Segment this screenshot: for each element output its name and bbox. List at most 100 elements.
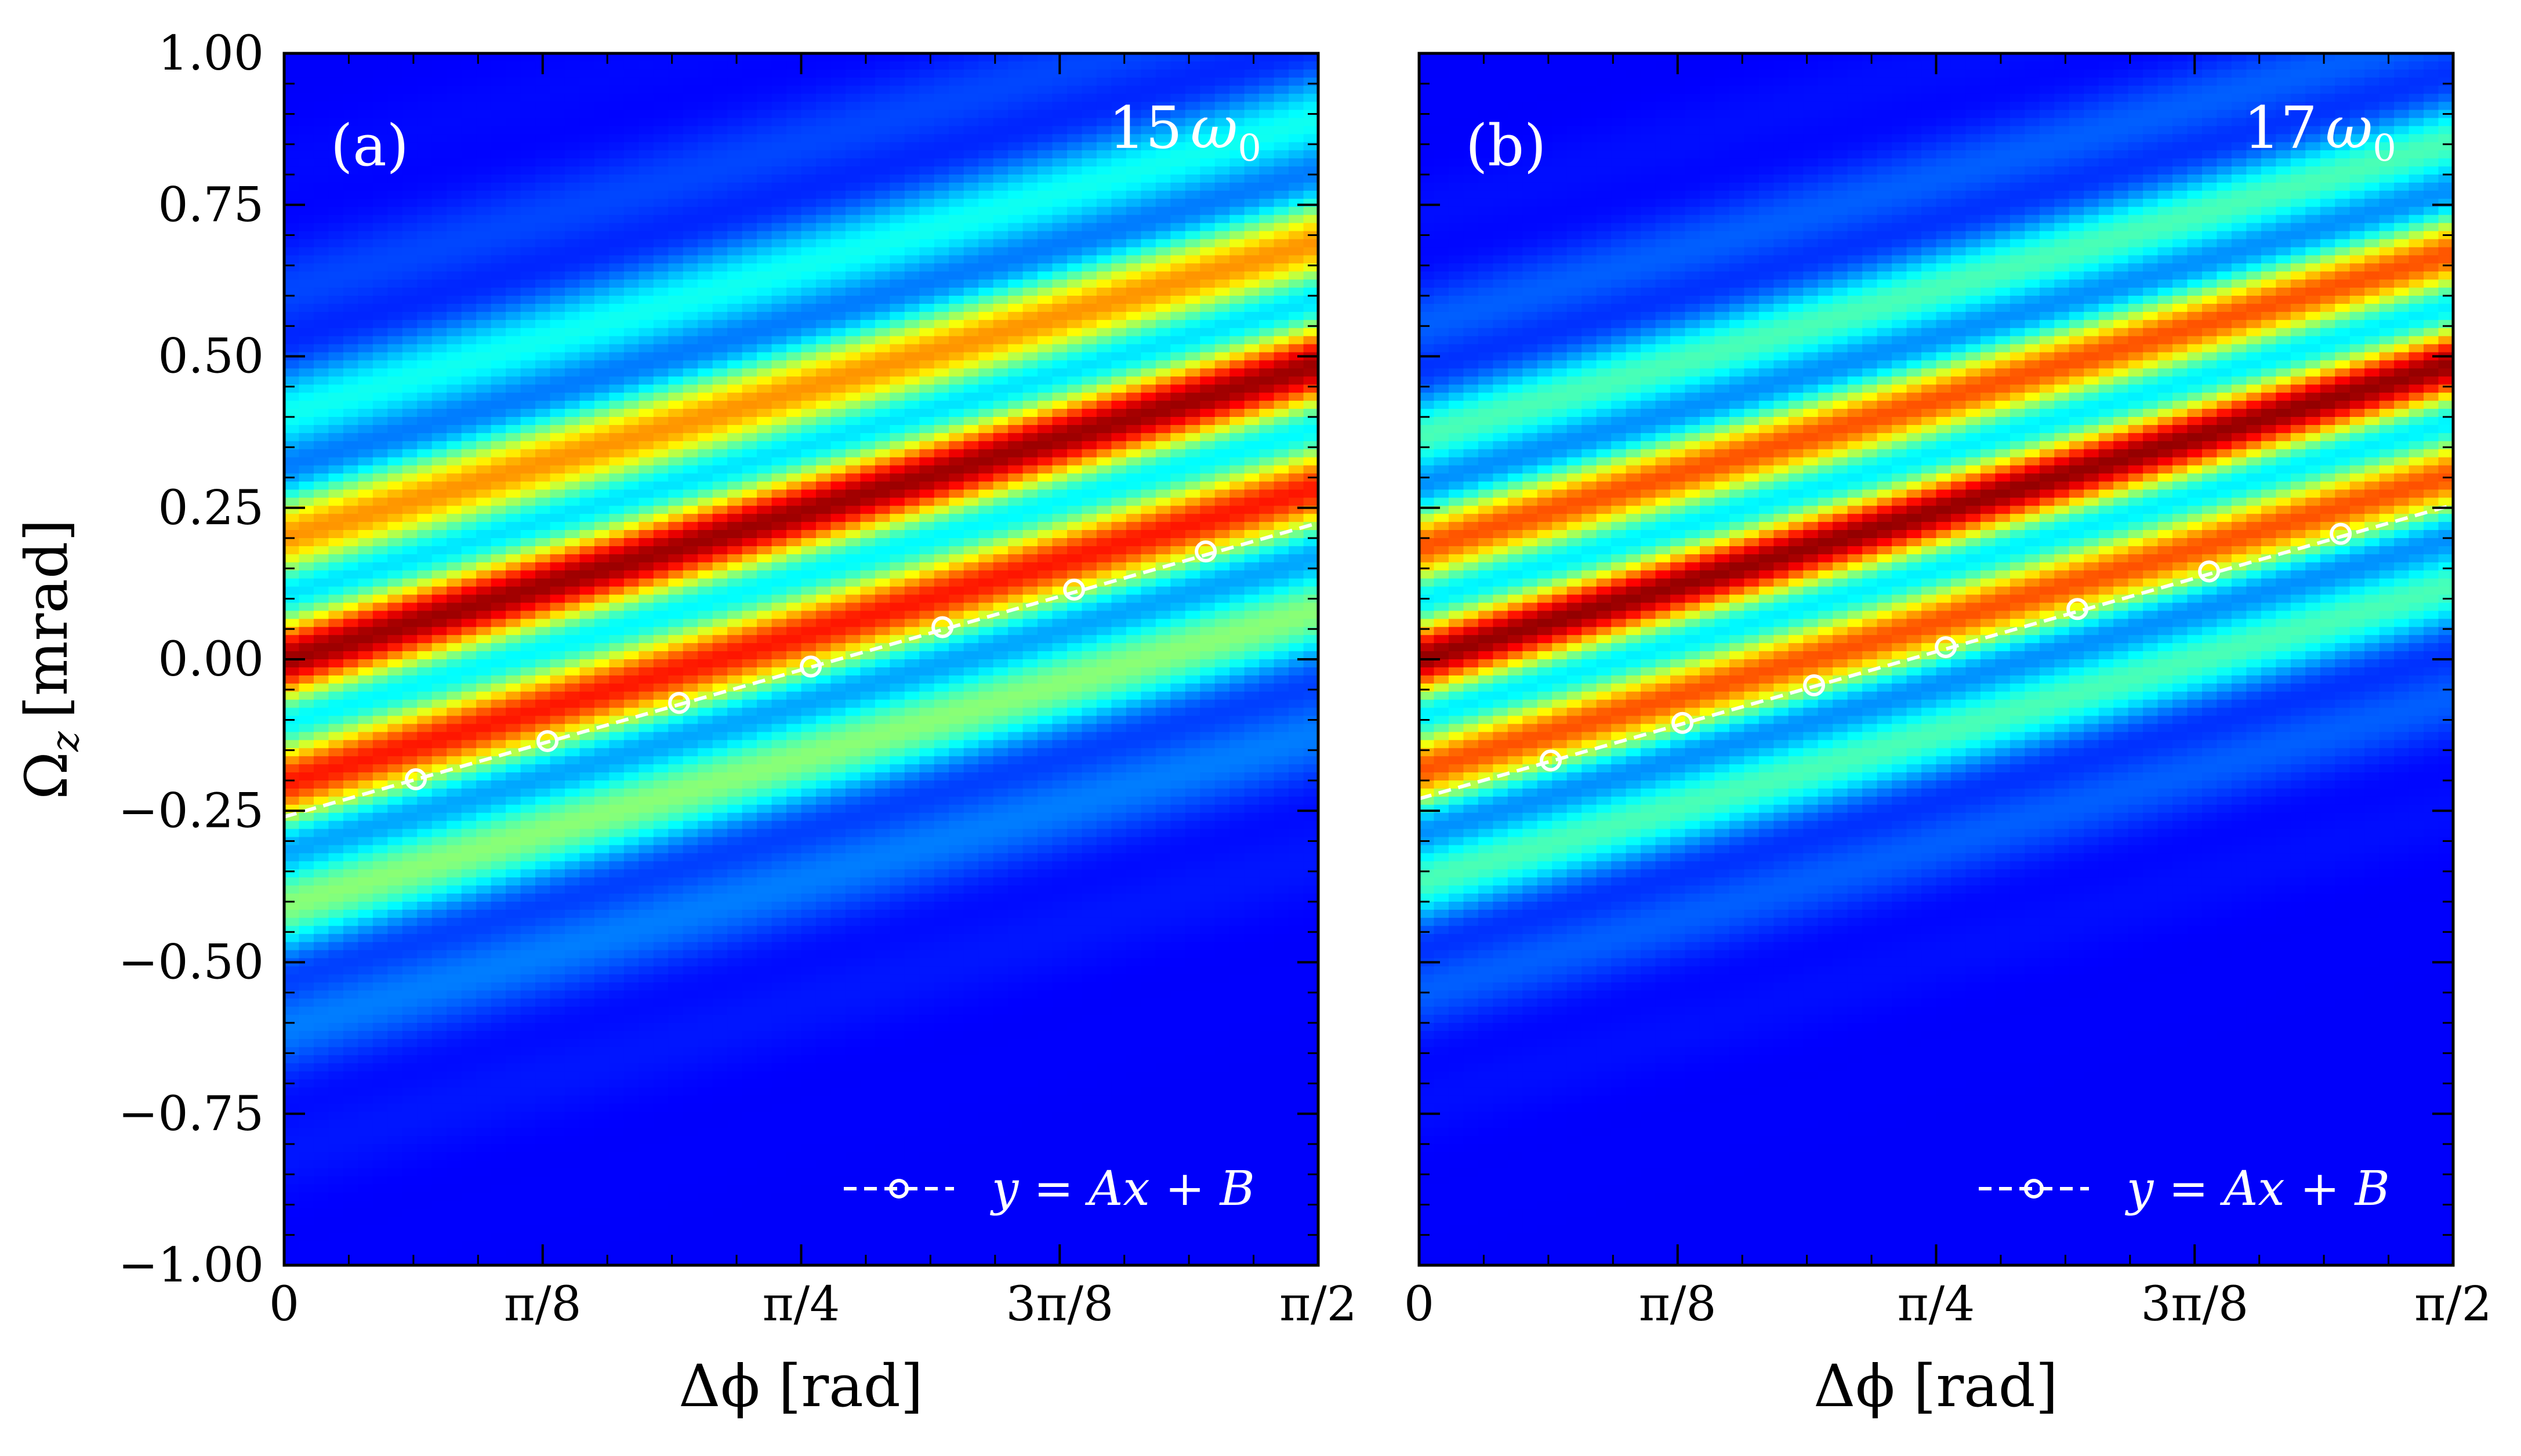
heatmap-cell <box>313 271 329 280</box>
heatmap-cell <box>328 1225 344 1234</box>
heatmap-cell <box>476 1257 492 1265</box>
heatmap-cell <box>727 1208 743 1218</box>
heatmap-cell <box>594 998 610 1007</box>
heatmap-cell <box>535 885 551 894</box>
heatmap-cell <box>520 303 536 313</box>
heatmap-cell <box>623 1192 640 1201</box>
heatmap-cell <box>727 804 743 814</box>
heatmap-cell <box>550 724 565 733</box>
heatmap-cell <box>712 740 728 749</box>
heatmap-cell <box>358 223 373 232</box>
heatmap-cell <box>742 1079 757 1088</box>
heatmap-cell <box>609 303 625 313</box>
heatmap-cell <box>461 489 477 499</box>
heatmap-cell <box>506 724 521 733</box>
heatmap-cell <box>476 667 492 676</box>
heatmap-cell <box>520 288 536 296</box>
heatmap-cell <box>431 1087 447 1096</box>
heatmap-cell <box>431 902 447 910</box>
heatmap-cell <box>447 77 462 86</box>
heatmap-cell <box>402 748 418 757</box>
heatmap-cell <box>520 175 536 183</box>
heatmap-cell <box>668 812 684 822</box>
heatmap-cell <box>343 990 359 999</box>
heatmap-cell <box>417 820 433 830</box>
heatmap-cell <box>594 716 610 725</box>
heatmap-cell <box>417 740 433 749</box>
heatmap-cell <box>668 716 684 725</box>
heatmap-cell <box>402 1136 418 1145</box>
heatmap-cell <box>742 788 757 797</box>
heatmap-cell <box>727 352 743 361</box>
heatmap-cell <box>358 175 373 183</box>
heatmap-cell <box>639 578 654 587</box>
heatmap-cell <box>564 974 581 983</box>
heatmap-cell <box>727 465 743 474</box>
heatmap-cell <box>712 190 728 199</box>
heatmap-cell <box>683 433 698 442</box>
heatmap-cell <box>417 368 433 377</box>
heatmap-cell <box>564 804 581 814</box>
heatmap-cell <box>535 489 551 499</box>
heatmap-cell <box>461 554 477 563</box>
heatmap-cell <box>639 627 654 636</box>
heatmap-cell <box>653 498 669 507</box>
heatmap-cell <box>506 643 521 652</box>
heatmap-cell <box>757 619 772 628</box>
heatmap-cell <box>476 522 492 531</box>
heatmap-cell <box>757 917 772 927</box>
heatmap-cell <box>520 788 536 797</box>
heatmap-cell <box>653 651 669 660</box>
heatmap-cell <box>284 1015 300 1023</box>
heatmap-cell <box>639 182 654 191</box>
heatmap-cell <box>284 1217 300 1226</box>
heatmap-cell <box>623 368 640 377</box>
heatmap-cell <box>387 134 403 143</box>
heatmap-cell <box>623 158 640 167</box>
heatmap-cell <box>653 150 669 159</box>
heatmap-cell <box>668 303 684 313</box>
heatmap-cell <box>623 1103 640 1113</box>
heatmap-cell <box>668 974 684 983</box>
heatmap-cell <box>742 328 757 337</box>
heatmap-cell <box>564 530 581 539</box>
heatmap-cell <box>698 1152 713 1161</box>
heatmap-cell <box>683 473 698 482</box>
heatmap-cell <box>609 175 625 183</box>
heatmap-cell <box>284 1030 300 1040</box>
heatmap-cell <box>579 190 595 199</box>
heatmap-cell <box>623 1208 640 1218</box>
heatmap-cell <box>623 53 640 62</box>
heatmap-cell <box>328 1192 344 1201</box>
heatmap-cell <box>727 530 743 539</box>
heatmap-cell <box>402 1217 418 1226</box>
heatmap-cell <box>358 635 373 644</box>
heatmap-cell <box>328 417 344 426</box>
heatmap-cell <box>653 764 669 773</box>
heatmap-cell <box>535 255 551 264</box>
heatmap-cell <box>461 393 477 401</box>
heatmap-cell <box>431 966 447 975</box>
heatmap-cell <box>550 1095 565 1105</box>
heatmap-cell <box>683 1136 698 1145</box>
heatmap-cell <box>653 748 669 757</box>
heatmap-cell <box>623 740 640 749</box>
heatmap-cell <box>372 546 389 555</box>
heatmap-cell <box>402 489 418 499</box>
heatmap-cell <box>727 966 743 975</box>
heatmap-cell <box>594 311 610 321</box>
heatmap-cell <box>727 1055 743 1064</box>
heatmap-cell <box>609 1168 625 1177</box>
heatmap-cell <box>683 336 698 345</box>
heatmap-cell <box>328 917 344 927</box>
heatmap-cell <box>668 198 684 208</box>
heatmap-cell <box>387 659 403 668</box>
heatmap-cell <box>506 796 521 805</box>
heatmap-cell <box>727 925 743 935</box>
heatmap-cell <box>683 1015 698 1023</box>
heatmap-cell <box>387 1144 403 1153</box>
heatmap-cell <box>609 869 625 878</box>
heatmap-cell <box>299 861 314 870</box>
heatmap-cell <box>579 1015 595 1023</box>
heatmap-cell <box>343 602 359 612</box>
